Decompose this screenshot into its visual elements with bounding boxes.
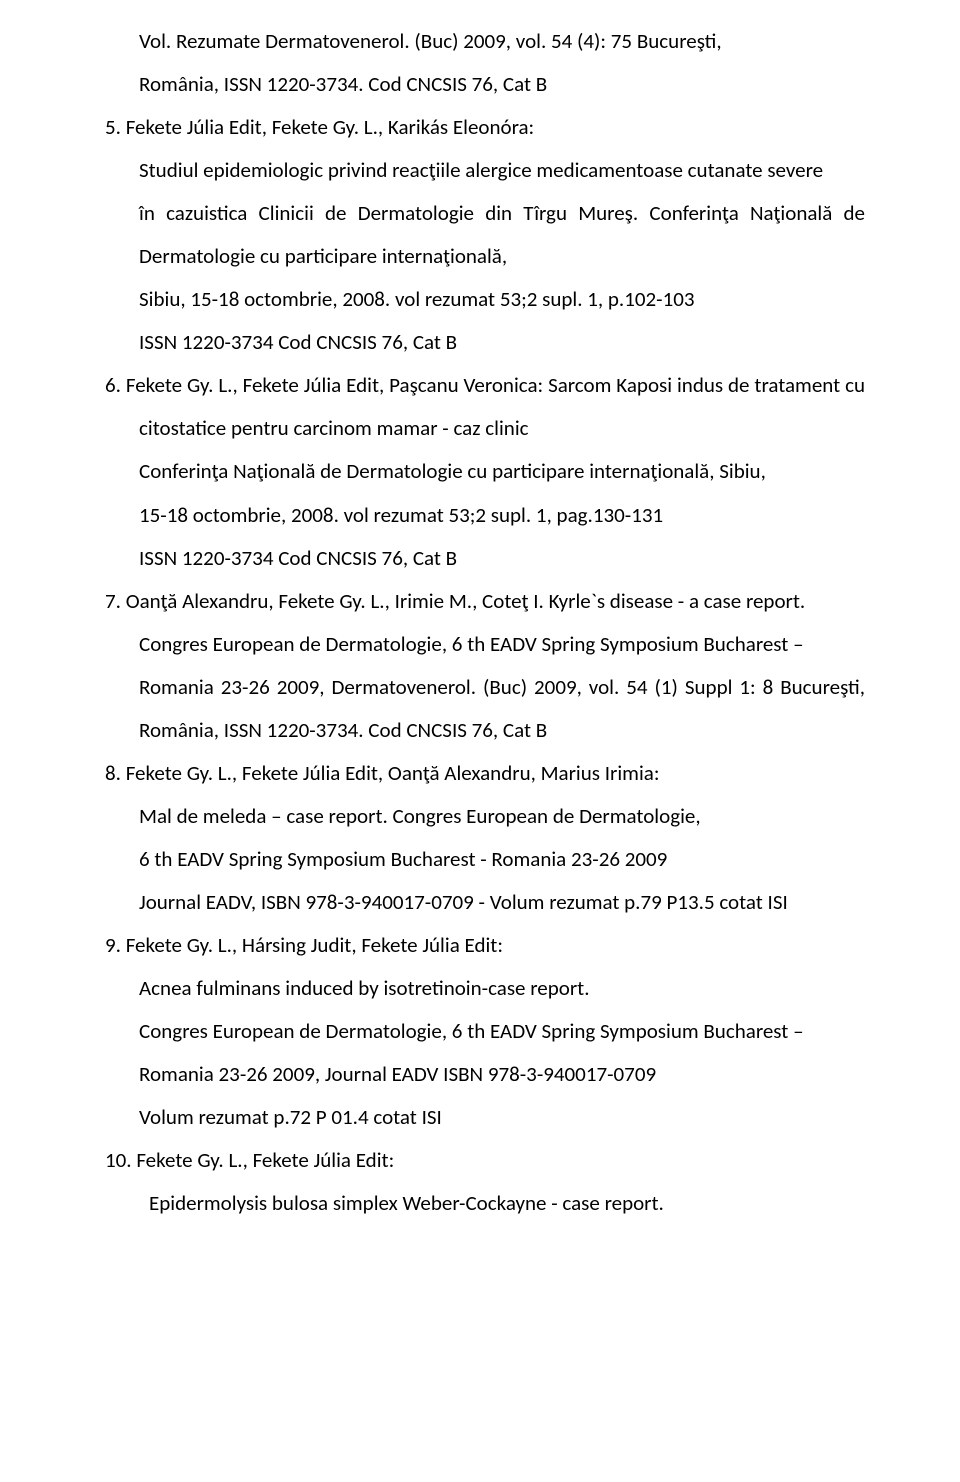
body-text: România, ISSN 1220-3734. Cod CNCSIS 76, …: [105, 63, 865, 106]
list-item-8: 8. Fekete Gy. L., Fekete Júlia Edit, Oan…: [105, 752, 865, 795]
body-text: ISSN 1220-3734 Cod CNCSIS 76, Cat B: [105, 321, 865, 364]
body-text: Congres European de Dermatologie, 6 th E…: [105, 623, 865, 666]
body-text: Romania 23-26 2009, Journal EADV ISBN 97…: [105, 1053, 865, 1096]
body-text: Mal de meleda – case report. Congres Eur…: [105, 795, 865, 838]
body-text: Sibiu, 15-18 octombrie, 2008. vol rezuma…: [105, 278, 865, 321]
body-text: 15-18 octombrie, 2008. vol rezumat 53;2 …: [105, 494, 865, 537]
body-text: Acnea fulminans induced by isotretinoin-…: [105, 967, 865, 1010]
body-text: Volum rezumat p.72 P 01.4 cotat ISI: [105, 1096, 865, 1139]
body-text: Studiul epidemiologic privind reacţiile …: [105, 149, 865, 192]
list-item-7: 7. Oanţă Alexandru, Fekete Gy. L., Irimi…: [105, 580, 865, 623]
list-item-5: 5. Fekete Júlia Edit, Fekete Gy. L., Kar…: [105, 106, 865, 149]
body-text: Congres European de Dermatologie, 6 th E…: [105, 1010, 865, 1053]
body-text: Vol. Rezumate Dermatovenerol. (Buc) 2009…: [105, 20, 865, 63]
body-text: în cazuistica Clinicii de Dermatologie d…: [105, 192, 865, 278]
list-item-10: 10. Fekete Gy. L., Fekete Júlia Edit:: [105, 1139, 865, 1182]
body-text: 6 th EADV Spring Symposium Bucharest - R…: [105, 838, 865, 881]
list-item-6: 6. Fekete Gy. L., Fekete Júlia Edit, Paş…: [105, 364, 865, 450]
body-text: Journal EADV, ISBN 978-3-940017-0709 - V…: [105, 881, 865, 924]
body-text: Conferinţa Naţională de Dermatologie cu …: [105, 450, 865, 493]
body-text: Romania 23-26 2009, Dermatovenerol. (Buc…: [105, 666, 865, 752]
list-item-9: 9. Fekete Gy. L., Hársing Judit, Fekete …: [105, 924, 865, 967]
body-text: ISSN 1220-3734 Cod CNCSIS 76, Cat B: [105, 537, 865, 580]
body-text: Epidermolysis bulosa simplex Weber-Cocka…: [105, 1182, 865, 1225]
